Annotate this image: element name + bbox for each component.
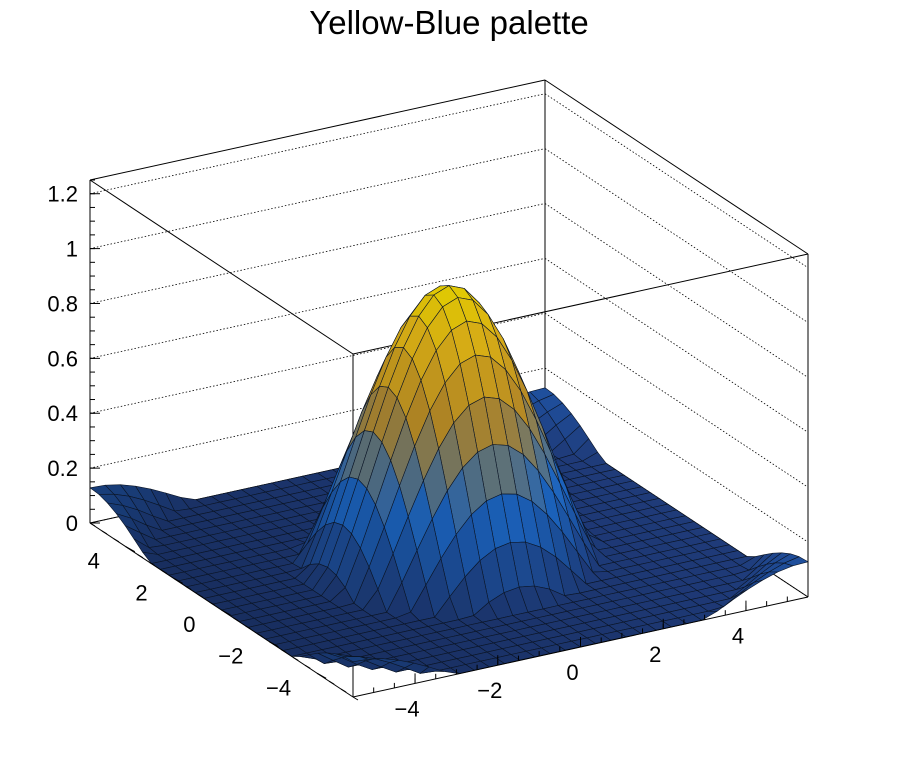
y-minor-tick (137, 554, 144, 559)
surface-mesh (89, 285, 809, 675)
z-tick-label: 0 (66, 511, 78, 536)
y-tick-label: −4 (266, 675, 291, 700)
box-edge (89, 79, 546, 181)
y-tick-label: 2 (135, 580, 147, 605)
y-minor-tick (281, 649, 287, 653)
grid-line (89, 148, 546, 249)
grid-line (544, 93, 809, 269)
y-minor-tick (269, 641, 275, 646)
y-minor-tick (316, 672, 323, 677)
surface-quad (343, 656, 369, 663)
x-tick-label: −4 (394, 696, 419, 721)
z-axis: 0 0.2 0.4 0.6 0.8 1 1.2 (47, 179, 100, 536)
y-minor-tick (149, 562, 156, 566)
chart-title: Yellow-Blue palette (309, 4, 588, 41)
grid-line (89, 93, 546, 195)
grid-line (89, 312, 546, 414)
grid-line (544, 203, 809, 378)
y-minor-tick (113, 538, 120, 543)
y-minor-tick (209, 601, 215, 606)
y-tick-label: 4 (88, 549, 100, 574)
z-tick-label: 1.2 (47, 182, 78, 207)
x-tick-label: 4 (732, 624, 744, 649)
z-tick-label: 0.2 (47, 456, 78, 481)
y-minor-tick (328, 680, 335, 685)
box-edge (89, 179, 354, 355)
y-minor-tick (161, 570, 167, 574)
x-tick-label: −2 (477, 678, 502, 703)
grid-line (89, 367, 546, 469)
y-minor-tick (101, 530, 108, 535)
grid-line (544, 148, 809, 323)
x-tick-label: 2 (649, 642, 661, 667)
y-tick-label: −2 (218, 644, 243, 669)
y-minor-tick (197, 593, 203, 598)
y-minor-tick (245, 625, 251, 630)
z-tick-label: 0.8 (47, 291, 78, 316)
y-minor-tick (185, 585, 191, 590)
box-edge (544, 79, 809, 255)
grid-line (544, 258, 809, 433)
y-minor-tick (221, 609, 227, 614)
x-axis: −4 −2 0 2 4 (352, 592, 809, 721)
z-tick-label: 0.4 (47, 401, 78, 426)
y-axis: −4 −2 0 2 4 (88, 522, 359, 701)
y-minor-tick (292, 657, 299, 661)
y-minor-tick (340, 688, 347, 693)
y-minor-tick (233, 617, 239, 622)
z-tick-label: 0.6 (47, 346, 78, 371)
y-minor-tick (89, 522, 96, 527)
y-minor-tick (257, 633, 263, 638)
y-minor-tick (173, 577, 179, 582)
y-minor-tick (304, 664, 311, 669)
grid-line (89, 203, 546, 304)
grid-line (89, 257, 546, 359)
y-minor-tick (352, 696, 359, 701)
grid-line (544, 367, 809, 543)
grid-line (544, 312, 809, 488)
x-tick-label: 0 (566, 660, 578, 685)
z-tick-label: 1 (66, 237, 78, 262)
y-minor-tick (125, 546, 132, 551)
y-tick-label: 0 (183, 612, 195, 637)
